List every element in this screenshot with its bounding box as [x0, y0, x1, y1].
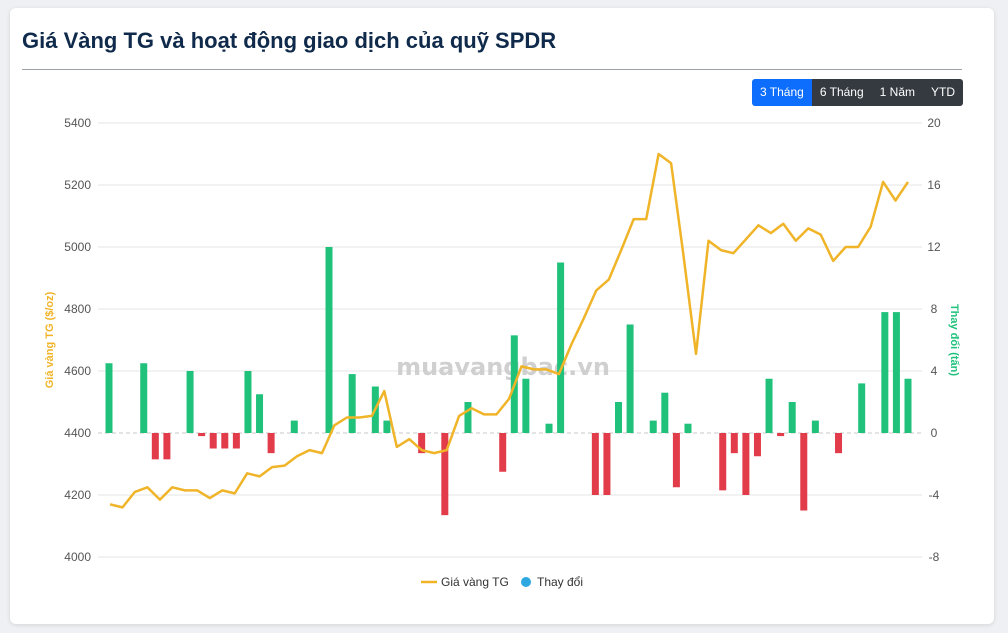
bar: [603, 433, 611, 495]
bar: [186, 371, 194, 433]
right-axis-ticks: 20 16 12 8 4 0 -4 -8: [927, 116, 941, 564]
legend-item-gold[interactable]: Giá vàng TG: [421, 575, 509, 589]
bar: [441, 433, 449, 516]
bar: [348, 374, 356, 433]
bar: [742, 433, 750, 495]
range-ytd-button[interactable]: YTD: [923, 79, 963, 106]
bar: [256, 394, 264, 433]
bar: [325, 247, 333, 433]
bar: [661, 392, 669, 433]
title-divider: [22, 69, 962, 70]
bar: [151, 433, 159, 460]
legend: Giá vàng TG Thay đổi: [421, 575, 583, 589]
bar: [835, 433, 843, 454]
chart-title: Giá Vàng TG và hoạt động giao dịch của q…: [22, 28, 557, 53]
right-tick-label: 0: [931, 426, 938, 440]
bar: [811, 420, 819, 433]
bar: [140, 363, 148, 433]
bar-series: [105, 247, 912, 516]
bar: [858, 383, 866, 433]
bar: [545, 423, 553, 433]
bar: [522, 378, 530, 433]
bar: [209, 433, 217, 449]
bar: [765, 378, 773, 433]
right-tick-label: -8: [929, 550, 940, 564]
legend-label-change: Thay đổi: [537, 575, 583, 589]
bar: [730, 433, 738, 454]
bar: [499, 433, 507, 472]
right-tick-label: -4: [929, 488, 940, 502]
bar: [892, 312, 900, 433]
chart-card: [10, 8, 994, 624]
bar: [800, 433, 808, 511]
bar: [418, 433, 426, 454]
bar: [557, 262, 565, 433]
bar: [881, 312, 889, 433]
bar: [232, 433, 240, 449]
left-tick-label: 4000: [64, 550, 91, 564]
bar: [244, 371, 252, 433]
left-tick-label: 5000: [64, 240, 91, 254]
left-tick-label: 4200: [64, 488, 91, 502]
left-tick-label: 5200: [64, 178, 91, 192]
left-tick-label: 5400: [64, 116, 91, 130]
left-tick-label: 4800: [64, 302, 91, 316]
right-tick-label: 8: [931, 302, 938, 316]
watermark: muavangbac.vn: [396, 353, 610, 381]
right-tick-label: 16: [927, 178, 941, 192]
range-selector: 3 Tháng 6 Tháng 1 Năm YTD: [752, 79, 963, 106]
bar: [904, 378, 912, 433]
bar: [788, 402, 796, 433]
right-tick-label: 4: [931, 364, 938, 378]
bar: [591, 433, 599, 495]
bar: [198, 433, 206, 437]
bar: [649, 420, 657, 433]
legend-label-gold: Giá vàng TG: [441, 575, 509, 589]
bar: [267, 433, 275, 454]
bar: [163, 433, 171, 460]
bar: [221, 433, 229, 449]
range-3-months-button[interactable]: 3 Tháng: [752, 79, 812, 106]
bar: [684, 423, 692, 433]
left-tick-label: 4600: [64, 364, 91, 378]
bar: [383, 420, 391, 433]
right-tick-label: 12: [927, 240, 941, 254]
range-1-year-button[interactable]: 1 Năm: [871, 79, 923, 106]
bar: [753, 433, 761, 457]
bar: [719, 433, 727, 491]
bar: [777, 433, 785, 437]
gold-price-line: [109, 152, 910, 509]
legend-dot-icon: [521, 577, 531, 587]
bar: [672, 433, 680, 488]
bar: [464, 402, 472, 433]
left-axis-ticks: 5400 5200 5000 4800 4600 4400 4200 4000: [64, 116, 91, 564]
bar: [290, 420, 298, 433]
gridlines: [98, 122, 922, 558]
bar: [626, 324, 634, 433]
legend-item-change[interactable]: Thay đổi: [521, 575, 583, 589]
right-tick-label: 20: [927, 116, 941, 130]
bar: [615, 402, 623, 433]
left-tick-label: 4400: [64, 426, 91, 440]
bar: [105, 363, 113, 433]
left-axis-label: Giá vàng TG ($/oz): [44, 291, 56, 388]
range-6-months-button[interactable]: 6 Tháng: [811, 79, 872, 106]
right-axis-label: Thay đổi (tấn): [948, 304, 960, 376]
